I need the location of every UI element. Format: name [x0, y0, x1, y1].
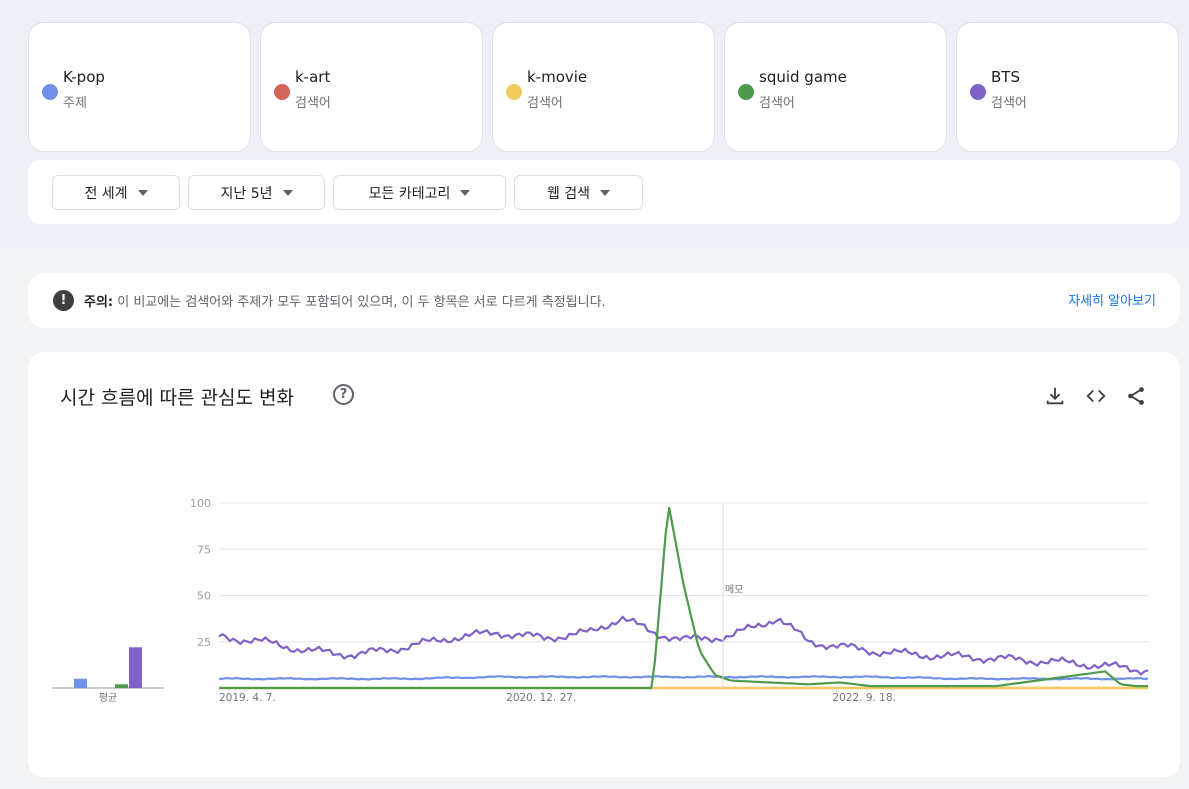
region-label: 전 세계 [84, 185, 128, 202]
average-bar [129, 647, 142, 688]
term-name: K-pop [63, 68, 105, 86]
share-icon[interactable] [1125, 385, 1147, 407]
term-card-kpop[interactable]: K-pop 주제 [28, 22, 251, 152]
period-label: 지난 5년 [220, 185, 273, 202]
interest-over-time-card: 시간 흐름에 따른 관심도 변화 ? 25 50 75 100 2019. 4. 7. 2… [28, 352, 1180, 777]
filter-bar: 전 세계 지난 5년 모든 카테고리 웹 검색 [28, 160, 1180, 224]
search-type-dropdown[interactable]: 웹 검색 [514, 175, 643, 210]
y-tick-label: 75 [197, 543, 211, 556]
chart-grid: 25 50 75 100 2019. 4. 7. 2020. 12. 27. 2022. 9… [190, 497, 1148, 704]
comparison-notice: ! 주의: 이 비교에는 검색어와 주제가 모두 포함되어 있으며, 이 두 항… [28, 273, 1180, 328]
term-name: squid game [759, 68, 847, 86]
term-card-k-art[interactable]: k-art 검색어 [260, 22, 483, 152]
series-line [219, 506, 1148, 690]
term-color-dot [738, 84, 754, 100]
x-tick-label: 2022. 9. 18. [832, 692, 895, 704]
term-color-dot [970, 84, 986, 100]
note-marker-label[interactable]: 메모 [725, 584, 743, 596]
average-bars [52, 647, 164, 689]
learn-more-link[interactable]: 자세히 알아보기 [1068, 294, 1156, 309]
exclamation-icon: ! [53, 290, 74, 311]
search-type-label: 웹 검색 [546, 185, 591, 202]
embed-code-icon[interactable] [1085, 385, 1107, 407]
help-icon[interactable]: ? [333, 384, 354, 405]
chart-title: 시간 흐름에 따른 관심도 변화 [60, 387, 294, 409]
term-color-dot [274, 84, 290, 100]
term-card-squid-game[interactable]: squid game 검색어 [724, 22, 947, 152]
term-color-dot [506, 84, 522, 100]
region-dropdown[interactable]: 전 세계 [52, 175, 180, 210]
x-tick-label: 2020. 12. 27. [506, 692, 576, 704]
term-name: BTS [991, 68, 1020, 86]
category-label: 모든 카테고리 [368, 185, 451, 202]
series-line [218, 615, 1149, 676]
notice-text: 주의: 이 비교에는 검색어와 주제가 모두 포함되어 있으며, 이 두 항목은… [84, 291, 606, 310]
x-tick-label: 2019. 4. 7. [219, 692, 276, 704]
term-type: 검색어 [527, 96, 563, 111]
y-tick-label: 50 [197, 590, 211, 603]
caret-down-icon [460, 189, 471, 196]
notice-body: 이 비교에는 검색어와 주제가 모두 포함되어 있으며, 이 두 항목은 서로 … [113, 295, 606, 310]
caret-down-icon [137, 189, 148, 196]
average-label: 평균 [99, 692, 117, 704]
download-icon[interactable] [1044, 385, 1066, 407]
y-tick-label: 100 [190, 497, 211, 510]
term-card-k-movie[interactable]: k-movie 검색어 [492, 22, 715, 152]
period-dropdown[interactable]: 지난 5년 [188, 175, 325, 210]
notice-label: 주의: [84, 295, 114, 310]
term-card-bts[interactable]: BTS 검색어 [956, 22, 1179, 152]
term-type: 검색어 [295, 96, 331, 111]
term-color-dot [42, 84, 58, 100]
caret-down-icon [600, 189, 611, 196]
caret-down-icon [282, 189, 293, 196]
category-dropdown[interactable]: 모든 카테고리 [333, 175, 506, 210]
term-name: k-movie [527, 68, 588, 86]
term-type: 검색어 [759, 96, 795, 111]
term-type: 주제 [63, 96, 87, 111]
y-tick-label: 25 [197, 636, 211, 649]
term-name: k-art [295, 68, 331, 86]
series-line [219, 675, 1149, 681]
average-bar [74, 678, 87, 688]
chart-series [218, 506, 1149, 690]
interest-line-chart: 25 50 75 100 2019. 4. 7. 2020. 12. 27. 2022. 9… [52, 497, 1149, 704]
term-type: 검색어 [991, 96, 1027, 111]
average-bar [115, 684, 128, 688]
